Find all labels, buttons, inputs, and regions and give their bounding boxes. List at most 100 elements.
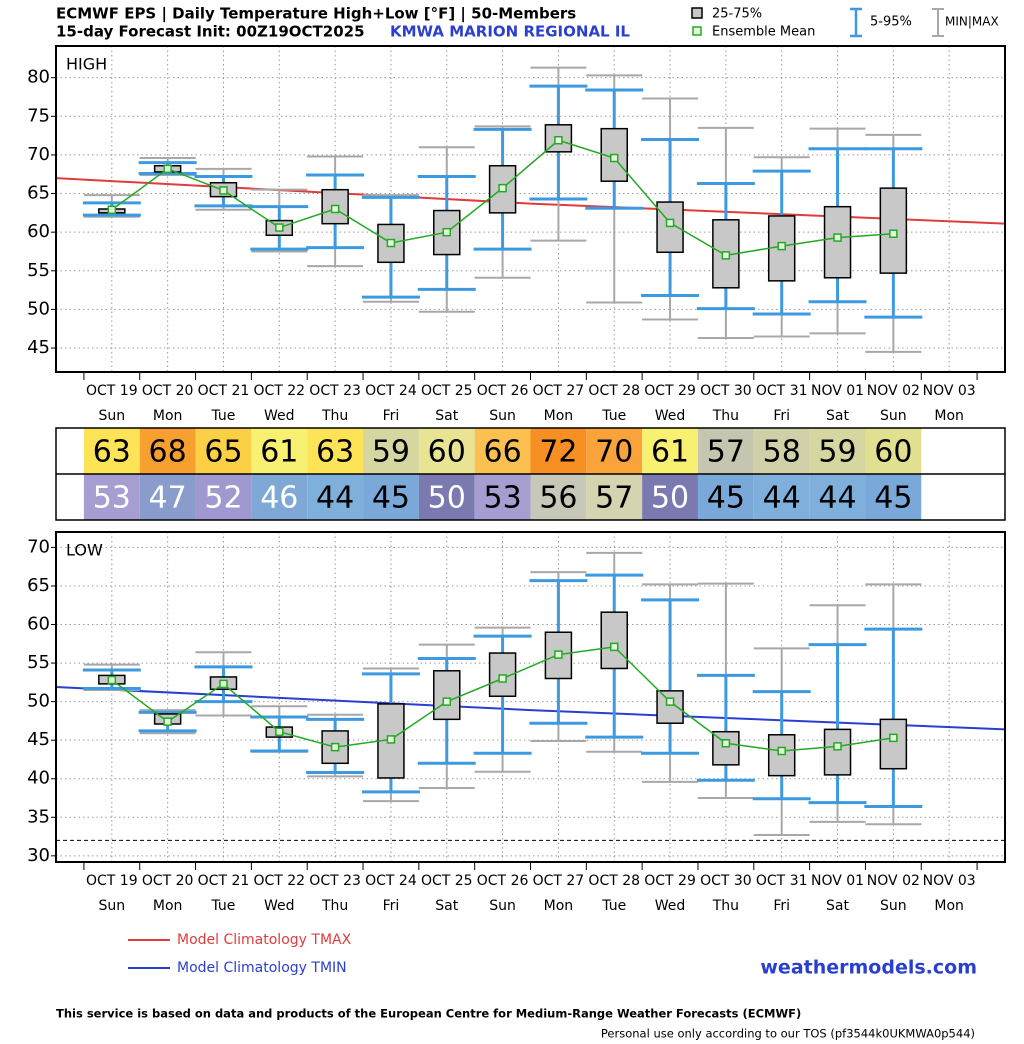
table-value: 56 — [539, 481, 577, 516]
table-value: 46 — [260, 481, 298, 516]
mean-marker — [275, 727, 284, 736]
x-tick-label: OCT 31 — [756, 383, 808, 399]
table-cell — [83, 474, 140, 520]
x-tick-label: NOV 02 — [867, 873, 920, 889]
x-tick-label: OCT 20 — [142, 873, 194, 889]
table-value: 72 — [539, 435, 577, 470]
x-tick-label: OCT 24 — [365, 873, 417, 889]
x-tick-label: OCT 27 — [533, 873, 585, 889]
x-weekday-label: Mon — [934, 408, 964, 424]
mean-marker — [777, 746, 786, 756]
table-cell — [753, 474, 810, 520]
table-cell — [530, 428, 587, 474]
x-tick-label: OCT 23 — [309, 383, 361, 399]
table-value: 58 — [763, 435, 801, 470]
x-weekday-label: Fri — [773, 408, 790, 424]
x-weekday-label: Sun — [99, 898, 126, 914]
x-tick-label: NOV 01 — [811, 873, 864, 889]
table-cell — [363, 474, 419, 520]
legend-mean-icon — [692, 26, 702, 36]
x-tick-label: OCT 25 — [421, 873, 473, 889]
percentile-whisker — [641, 598, 700, 755]
y-tick-label: 55 — [27, 260, 50, 281]
table-value: 50 — [428, 481, 466, 516]
mean-marker — [833, 233, 842, 242]
y-tick-label: 45 — [27, 729, 50, 750]
x-tick-label: OCT 26 — [477, 873, 529, 889]
mean-marker — [721, 739, 731, 748]
x-weekday-label: Sat — [435, 898, 458, 914]
table-value: 68 — [149, 435, 187, 470]
table-cell — [195, 428, 252, 474]
table-cell — [642, 428, 698, 474]
climatology-line — [55, 685, 1006, 731]
table-cell — [753, 428, 810, 474]
y-tick-label: 40 — [27, 768, 50, 789]
x-weekday-label: Fri — [383, 408, 400, 424]
mean-marker — [219, 186, 228, 195]
mean-marker — [665, 697, 675, 706]
table-cell — [642, 474, 698, 520]
x-tick-label: OCT 30 — [700, 383, 752, 399]
mean-marker — [386, 238, 396, 248]
mean-marker — [163, 164, 172, 174]
x-weekday-label: Tue — [211, 408, 236, 424]
box — [879, 718, 908, 770]
table-value: 44 — [818, 481, 856, 516]
table-value: 44 — [763, 481, 801, 516]
plot-frame — [55, 531, 1006, 863]
table-value: 66 — [483, 435, 521, 470]
table-value: 60 — [874, 435, 912, 470]
x-tick-label: OCT 26 — [477, 383, 529, 399]
mean-marker — [275, 223, 284, 232]
table-value: 53 — [93, 481, 131, 516]
table-cell — [809, 474, 866, 520]
table-value: 50 — [651, 481, 689, 516]
table-value: 44 — [316, 481, 354, 516]
x-tick-label: NOV 02 — [867, 383, 920, 399]
table-cell — [697, 428, 754, 474]
table-cell — [809, 428, 866, 474]
legend-range: MIN|MAX — [945, 15, 999, 29]
terms: Personal use only according to our TOS (… — [601, 1027, 975, 1041]
station: KMWA MARION REGIONAL IL — [390, 23, 630, 41]
x-weekday-label: Sat — [826, 898, 849, 914]
legend-box-icon — [691, 7, 703, 19]
table-cell — [697, 474, 754, 520]
table-cell — [251, 474, 308, 520]
legend-box: 25-75% — [712, 7, 762, 22]
table-cell — [139, 474, 196, 520]
mean-marker — [107, 205, 117, 215]
mean-marker — [554, 650, 563, 659]
legend-range-icon — [932, 8, 944, 37]
y-tick-label: 70 — [27, 536, 50, 557]
table-cell — [363, 428, 419, 474]
mean-marker — [386, 735, 396, 744]
mean-marker — [163, 717, 172, 726]
table-cell — [307, 474, 364, 520]
y-tick-label: 65 — [27, 575, 50, 596]
box — [600, 611, 628, 670]
x-tick-label: OCT 22 — [253, 383, 305, 399]
table-value: 53 — [483, 481, 521, 516]
table-cell — [418, 474, 475, 520]
table-value: 45 — [372, 481, 410, 516]
x-tick-label: OCT 31 — [756, 873, 808, 889]
y-tick-label: 60 — [27, 614, 50, 635]
x-weekday-label: Wed — [655, 408, 686, 424]
x-tick-label: OCT 21 — [198, 873, 250, 889]
notice: This service is based on data and produc… — [56, 1007, 801, 1021]
x-weekday-label: Wed — [264, 408, 295, 424]
table-value: 47 — [149, 481, 187, 516]
panel-label: HIGH — [66, 55, 107, 74]
table-cell — [586, 474, 643, 520]
x-weekday-label: Tue — [601, 408, 626, 424]
x-tick-label: NOV 03 — [923, 873, 976, 889]
x-weekday-label: Sun — [489, 898, 516, 914]
table-cell — [474, 474, 531, 520]
x-tick-label: OCT 19 — [86, 873, 138, 889]
mean-marker — [107, 675, 117, 685]
y-tick-label: 35 — [27, 806, 50, 827]
table-cell — [195, 474, 252, 520]
x-weekday-label: Tue — [211, 898, 236, 914]
